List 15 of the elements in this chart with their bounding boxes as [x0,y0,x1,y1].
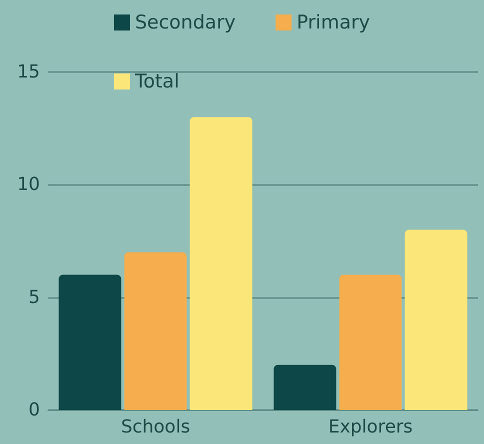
bar [124,252,187,410]
y-tick-label: 15 [17,62,40,82]
bar [404,230,468,410]
y-tick-label: 10 [17,174,40,196]
y-tick-label: 5 [28,286,40,308]
legend-label: Total [134,70,180,92]
y-tick-label: 0 [28,400,40,420]
bar [190,117,252,410]
legend-label: Secondary [134,12,236,34]
x-tick-label: Schools [120,416,190,438]
x-tick-label: Explorers [328,416,413,438]
bar [58,274,122,410]
bar [274,364,336,410]
bar [339,274,402,410]
legend-label: Primary [296,12,370,34]
